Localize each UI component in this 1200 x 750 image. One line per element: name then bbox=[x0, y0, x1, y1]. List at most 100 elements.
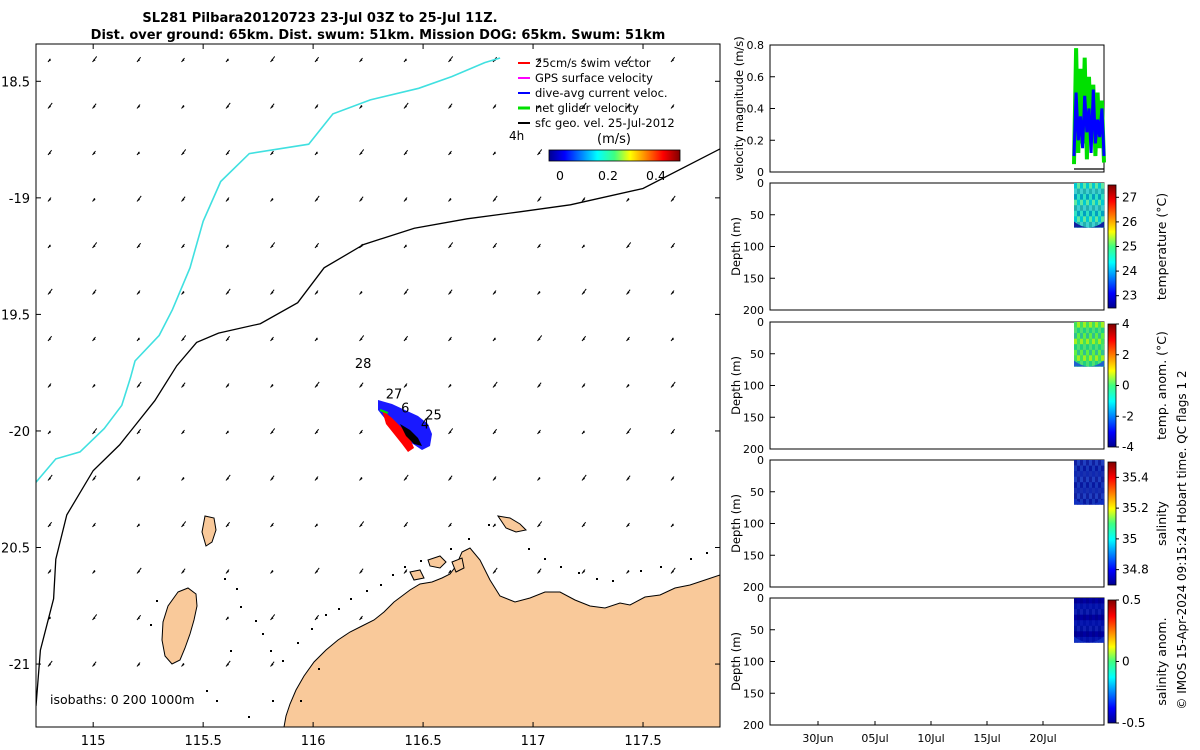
heatmap-cell bbox=[1080, 636, 1084, 643]
heatmap-cell bbox=[1098, 216, 1102, 223]
heatmap-cell bbox=[1077, 620, 1081, 627]
heatmap-cell bbox=[1077, 333, 1081, 339]
vector-head bbox=[226, 616, 230, 620]
profile-bottom bbox=[1074, 498, 1104, 505]
heatmap-cell bbox=[1098, 205, 1102, 212]
reef-dot bbox=[240, 606, 242, 608]
vector-head bbox=[626, 570, 630, 574]
heatmap-cell bbox=[1080, 199, 1084, 206]
heatmap-cell bbox=[1089, 221, 1093, 228]
legend-sfc: sfc geo. vel. 25-Jul-2012 bbox=[535, 116, 675, 130]
heatmap-cell bbox=[1083, 183, 1087, 189]
heatmap-cell bbox=[1098, 598, 1102, 604]
vector-arrow bbox=[670, 381, 676, 388]
heatmap-y-tick-label: 200 bbox=[743, 443, 764, 456]
colorbar-tick-label: -2 bbox=[1122, 409, 1134, 423]
colorbar-label: temp. anom. (°C) bbox=[1154, 331, 1169, 440]
vector-arrow bbox=[403, 335, 409, 342]
vector-head bbox=[626, 198, 630, 202]
vector-arrow bbox=[136, 662, 141, 667]
map-x-tick-label: 117 bbox=[521, 734, 546, 749]
heatmap-cell bbox=[1101, 476, 1105, 483]
velocity-frame bbox=[769, 44, 1105, 173]
heatmap-cell bbox=[1092, 609, 1096, 615]
heatmap-cell bbox=[1083, 614, 1087, 621]
heatmap-cell bbox=[1101, 333, 1105, 339]
vector-arrow bbox=[626, 289, 631, 295]
heatmap-cell bbox=[1098, 188, 1102, 195]
heatmap-cell bbox=[1077, 344, 1081, 351]
colorbar-tick-label: 34.8 bbox=[1122, 563, 1149, 577]
map-colorbar-label: (m/s) bbox=[597, 132, 631, 147]
vector-arrow bbox=[581, 474, 587, 481]
heatmap-cell bbox=[1083, 620, 1087, 627]
reef-dot bbox=[156, 600, 158, 602]
vector-arrow bbox=[448, 383, 452, 388]
vector-arrow bbox=[136, 151, 141, 156]
vector-arrow bbox=[492, 151, 497, 156]
heatmap-cell bbox=[1089, 338, 1093, 345]
heatmap-cell bbox=[1098, 603, 1102, 610]
vector-head bbox=[626, 337, 630, 341]
vector-arrow bbox=[47, 383, 52, 388]
vector-head bbox=[315, 198, 319, 202]
vector-arrow bbox=[359, 382, 364, 388]
heatmap-ylabel: Depth (m) bbox=[729, 632, 743, 691]
map-legend: 25cm/s swim vector GPS surface velocity … bbox=[509, 56, 681, 183]
heatmap-cell bbox=[1077, 598, 1081, 604]
vector-arrow bbox=[181, 568, 186, 574]
heatmap-cell bbox=[1101, 327, 1105, 334]
vector-arrow bbox=[314, 56, 320, 63]
heatmap-cell bbox=[1083, 471, 1087, 477]
heatmap-cell bbox=[1080, 625, 1084, 632]
vector-arrow bbox=[314, 195, 320, 202]
vector-arrow bbox=[359, 149, 365, 156]
vector-head bbox=[137, 430, 141, 434]
vector-arrow bbox=[47, 660, 53, 667]
heatmap-cell bbox=[1089, 460, 1093, 466]
vector-head bbox=[315, 523, 319, 527]
vector-arrow bbox=[626, 103, 631, 109]
title-line-1: SL281 Pilbara20120723 23-Jul 03Z to 25-J… bbox=[142, 11, 497, 26]
heatmap-cell bbox=[1083, 216, 1087, 223]
day-label: 25 bbox=[425, 408, 442, 423]
vector-head bbox=[448, 105, 452, 109]
heatmap-cell bbox=[1080, 210, 1084, 217]
heatmap-cell bbox=[1077, 210, 1081, 217]
vector-arrow bbox=[136, 56, 142, 63]
heatmap-cell bbox=[1092, 199, 1096, 206]
reef-dot bbox=[612, 580, 614, 582]
heatmap-cell bbox=[1098, 349, 1102, 356]
heatmap-cell bbox=[1098, 338, 1102, 345]
heatmap-cell bbox=[1077, 338, 1081, 345]
vector-arrow bbox=[581, 197, 586, 202]
heatmap-cell bbox=[1101, 460, 1105, 466]
vector-arrow bbox=[181, 149, 187, 156]
heatmap-cell bbox=[1083, 498, 1087, 505]
vector-arrow bbox=[670, 337, 675, 342]
vector-head bbox=[359, 198, 363, 202]
vector-head bbox=[448, 570, 452, 574]
heatmap-cell bbox=[1095, 205, 1099, 212]
vector-arrow bbox=[537, 335, 543, 342]
vector-arrow bbox=[47, 149, 52, 156]
vector-head bbox=[270, 523, 274, 527]
profile-bottom bbox=[1074, 221, 1104, 228]
vector-arrow bbox=[537, 568, 542, 574]
vector-arrow bbox=[92, 103, 97, 109]
vector-head bbox=[137, 151, 141, 155]
heatmap-cell bbox=[1095, 465, 1099, 472]
vector-head bbox=[671, 58, 675, 62]
heatmap-cell bbox=[1089, 487, 1093, 494]
vector-head bbox=[48, 58, 52, 62]
vector-head bbox=[92, 151, 96, 155]
vector-head bbox=[226, 244, 230, 248]
heatmap-cell bbox=[1080, 194, 1084, 200]
vector-head bbox=[448, 337, 452, 341]
colorbar-tick-label: 24 bbox=[1122, 264, 1137, 278]
vector-arrow bbox=[537, 476, 541, 481]
vector-arrow bbox=[359, 105, 363, 109]
reef-dot bbox=[270, 650, 272, 652]
vector-arrow bbox=[403, 569, 408, 574]
reef-dot bbox=[640, 570, 642, 572]
